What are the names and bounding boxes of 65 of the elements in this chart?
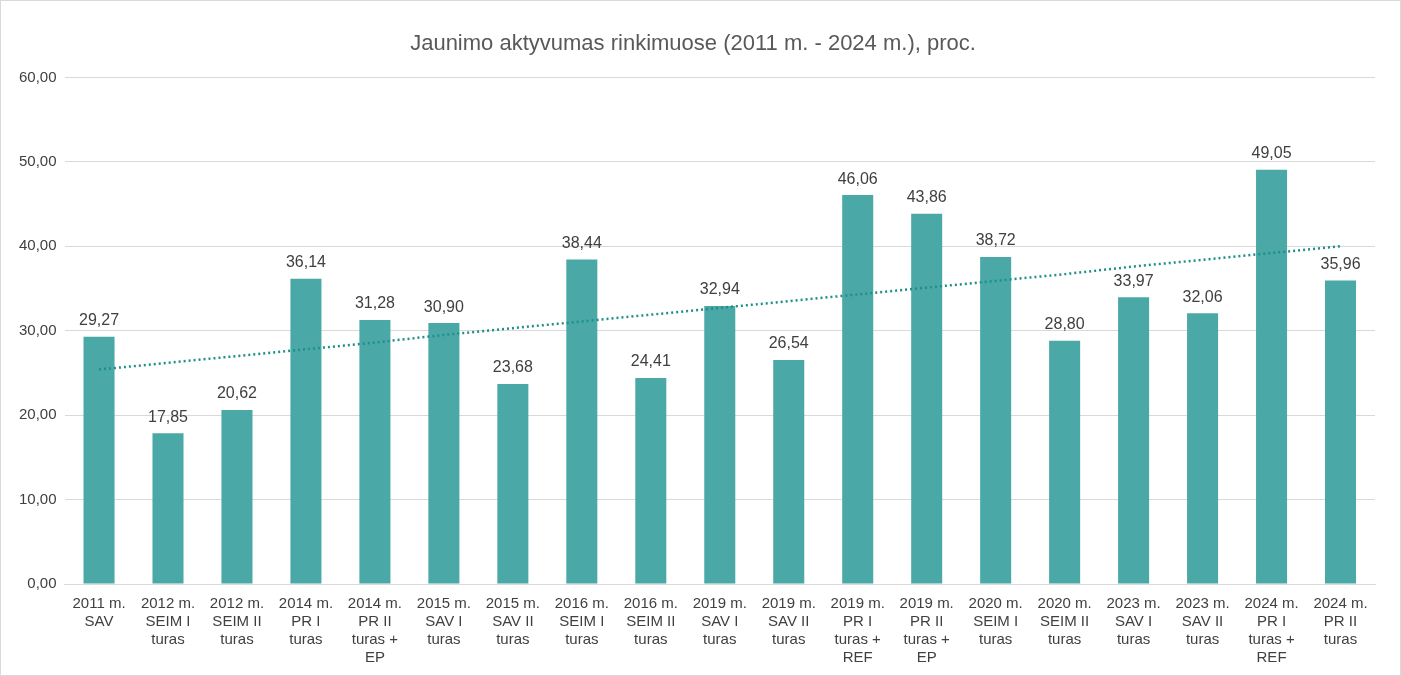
x-tick-label: 2023 m. SAV I turas xyxy=(1106,594,1161,648)
data-label: 20,62 xyxy=(216,384,258,402)
y-tick-label: 20,00 xyxy=(18,405,57,423)
x-tick-label: 2023 m. SAV II turas xyxy=(1175,594,1230,648)
bar xyxy=(704,305,736,584)
bar xyxy=(1049,340,1081,584)
bar xyxy=(428,323,460,584)
x-tick-label: 2011 m. SAV xyxy=(72,594,126,630)
data-label: 29,27 xyxy=(79,311,120,329)
data-label: 24,41 xyxy=(630,352,671,370)
x-tick-label: 2020 m. SEIM I turas xyxy=(968,594,1023,648)
bar xyxy=(497,384,529,584)
data-label: 32,94 xyxy=(699,280,740,298)
x-tick-label: 2014 m. PR II turas + EP xyxy=(347,594,403,666)
bar xyxy=(359,319,391,584)
chart-title: Jaunimo aktyvumas rinkimuose (2011 m. - 2024 m.), proc. xyxy=(410,30,976,56)
bar xyxy=(980,257,1012,584)
data-label: 38,44 xyxy=(561,233,602,251)
bar xyxy=(566,259,598,584)
bar xyxy=(1187,313,1219,584)
x-tick-label: 2019 m. PR II turas + EP xyxy=(899,594,954,666)
y-tick-label: 40,00 xyxy=(18,236,57,254)
data-label: 36,14 xyxy=(285,253,327,271)
y-tick-label: 10,00 xyxy=(18,489,57,507)
data-label: 38,72 xyxy=(975,231,1016,249)
data-label: 49,05 xyxy=(1251,144,1292,162)
bar xyxy=(773,359,805,584)
x-tick-label: 2015 m. SAV I turas xyxy=(416,594,471,648)
data-label: 23,68 xyxy=(492,358,533,376)
y-tick-label: 30,00 xyxy=(18,320,57,338)
bar xyxy=(152,433,184,584)
x-tick-label: 2024 m. PR I turas + REF xyxy=(1244,594,1299,666)
x-tick-label: 2015 m. SAV II turas xyxy=(485,594,540,648)
bar xyxy=(1118,297,1150,584)
x-tick-label: 2012 m. SEIM II turas xyxy=(209,594,265,648)
bar xyxy=(1325,280,1357,584)
x-tick-label: 2016 m. SEIM II turas xyxy=(623,594,678,648)
data-label: 35,96 xyxy=(1320,254,1361,272)
y-tick-label: 50,00 xyxy=(18,151,57,169)
x-tick-label: 2020 m. SEIM II turas xyxy=(1037,594,1092,648)
bar xyxy=(911,213,943,584)
data-label: 46,06 xyxy=(837,169,878,187)
x-tick-label: 2012 m. SEIM I turas xyxy=(140,594,196,648)
x-tick-label: 2019 m. SAV I turas xyxy=(692,594,747,648)
data-label: 30,90 xyxy=(423,297,464,315)
data-label: 32,06 xyxy=(1182,287,1223,305)
data-label: 33,97 xyxy=(1113,271,1154,289)
data-label: 26,54 xyxy=(768,334,809,352)
x-tick-label: 2014 m. PR I turas xyxy=(278,594,334,648)
data-label: 17,85 xyxy=(147,407,189,425)
x-tick-label: 2019 m. PR I turas + REF xyxy=(830,594,885,666)
data-label: 43,86 xyxy=(906,188,947,206)
x-tick-label: 2016 m. SEIM I turas xyxy=(554,594,609,648)
bar xyxy=(842,195,874,584)
y-tick-label: 0,00 xyxy=(27,574,57,592)
bar xyxy=(83,336,115,584)
data-label: 28,80 xyxy=(1044,315,1085,333)
data-label: 31,28 xyxy=(354,294,396,312)
bar xyxy=(221,409,253,584)
bar xyxy=(290,278,322,584)
bar xyxy=(1256,169,1288,584)
x-tick-label: 2024 m. PR II turas xyxy=(1313,594,1368,648)
x-tick-label: 2019 m. SAV II turas xyxy=(761,594,816,648)
y-tick-label: 60,00 xyxy=(18,67,57,85)
bar xyxy=(635,377,667,584)
